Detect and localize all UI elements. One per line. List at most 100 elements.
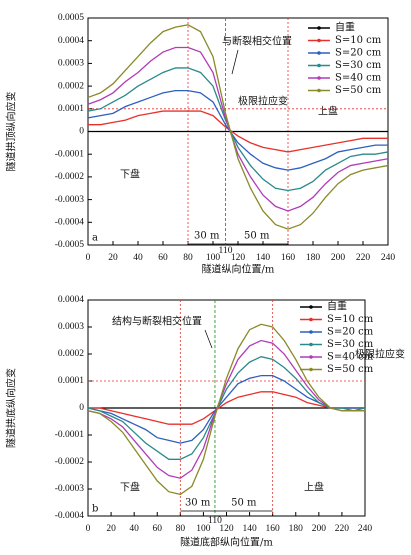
x-tick-label: 220 (356, 253, 371, 263)
x-tick-label: 0 (86, 524, 91, 534)
legend-marker (317, 88, 321, 93)
series-line (87, 46, 389, 212)
series-line (87, 89, 388, 171)
y-tick-label: -0.0004 (55, 217, 85, 227)
legend-marker (317, 63, 321, 68)
x-tick-label: 160 (266, 524, 281, 534)
x-tick-label: 20 (106, 524, 116, 534)
y-tick-label: -0.0003 (55, 195, 85, 205)
series-line (87, 67, 389, 192)
legend-label: S=20 cm (335, 48, 382, 59)
x-tick-label: 120 (231, 253, 246, 263)
legend-label: S=20 cm (327, 327, 374, 338)
annotation: 极限拉应变 (355, 348, 405, 361)
legend-label: 自重 (327, 300, 347, 313)
series-line (87, 323, 365, 496)
legend-label: S=40 cm (335, 73, 382, 84)
annotation: 极限拉应变 (238, 95, 288, 108)
annotation: 上盘 (318, 105, 338, 118)
y-tick-label: -0.0002 (55, 172, 85, 182)
x-axis-label: 隧道纵向位置/m (202, 263, 275, 276)
x-tick-label: 60 (153, 524, 163, 534)
legend-marker (309, 305, 313, 309)
annotation: 下盘 (120, 168, 140, 181)
x-tick-label: 180 (306, 253, 321, 263)
x-tick-label: 200 (312, 524, 327, 534)
legend-marker (317, 38, 321, 43)
y-tick-label: 0.0005 (58, 13, 84, 23)
legend-marker (317, 51, 321, 55)
legend-label: S=10 cm (335, 35, 382, 46)
x-tick-label: 60 (158, 253, 168, 263)
span-label: 50 m (244, 231, 270, 242)
x-tick-label: 0 (86, 253, 91, 263)
x-tick-label: 80 (176, 524, 186, 534)
y-tick-label: 0.0001 (58, 104, 84, 114)
x-tick-label: 120 (219, 524, 234, 534)
legend-marker (309, 367, 313, 372)
x-tick-label: 220 (335, 524, 350, 534)
legend-marker (317, 26, 321, 30)
y-axis-label: 隧道拱顶纵向应变 (5, 92, 18, 172)
fault-label: 110 (219, 246, 233, 256)
x-tick-label: 20 (108, 253, 118, 263)
y-tick-label: 0.0003 (58, 322, 84, 332)
x-tick-label: 100 (206, 253, 221, 263)
legend-label: S=30 cm (335, 60, 382, 71)
span-label: 50 m (231, 498, 257, 509)
legend-marker (309, 330, 313, 334)
series-line (87, 339, 365, 479)
panel-label: a (92, 233, 98, 244)
legend-label: S=40 cm (327, 352, 374, 363)
y-tick-label: 0.0004 (58, 295, 84, 305)
legend-label: S=10 cm (327, 314, 374, 325)
legend-marker (309, 317, 313, 322)
x-tick-label: 40 (129, 524, 139, 534)
y-tick-label: -0.0003 (55, 484, 85, 494)
annotation: 上盘 (304, 481, 324, 494)
legend-label: S=30 cm (327, 339, 374, 350)
y-tick-label: 0 (79, 127, 84, 137)
x-tick-label: 140 (242, 524, 257, 534)
x-tick-label: 160 (281, 253, 296, 263)
span-label: 30 m (194, 231, 220, 242)
legend-label: S=50 cm (335, 85, 382, 96)
legend-marker (309, 342, 313, 347)
x-tick-label: 40 (133, 253, 143, 263)
x-tick-label: 140 (256, 253, 271, 263)
annotation: 下盘 (120, 481, 140, 494)
series-line (87, 374, 365, 444)
y-tick-label: 0.0004 (58, 36, 84, 46)
y-tick-label: -0.0005 (55, 240, 85, 250)
x-tick-label: 240 (358, 524, 373, 534)
x-axis-label: 隧道底部纵向位置/m (180, 536, 273, 549)
x-tick-label: 80 (183, 253, 193, 263)
fault-label: 110 (208, 516, 222, 526)
annotation-arrow (231, 49, 239, 75)
series-line (88, 391, 365, 425)
series-line (87, 24, 389, 230)
x-tick-label: 240 (381, 253, 396, 263)
legend-marker (317, 76, 321, 80)
chart-panel: 0.0004 0.0003 0.0002 0.0001 0 -0.0001 -0.0002 -… (5, 295, 406, 548)
annotation-arrow (204, 329, 213, 349)
y-tick-label: 0 (79, 403, 84, 413)
legend-label: 自重 (335, 21, 355, 34)
series-line (88, 110, 388, 153)
y-tick-label: -0.0001 (55, 149, 85, 159)
y-tick-label: -0.0001 (55, 430, 85, 440)
y-tick-label: -0.0002 (55, 457, 85, 467)
series-line (87, 356, 366, 460)
legend-marker (309, 355, 313, 359)
chart-panel: 0.0005 0.0004 0.0003 0.0002 0.0001 0 -0.0001 -0… (5, 13, 396, 275)
x-tick-label: 200 (331, 253, 346, 263)
y-tick-label: 0.0001 (58, 376, 84, 386)
y-tick-label: 0.0002 (58, 81, 84, 91)
annotation: 与断裂相交位置 (222, 35, 292, 48)
y-axis-label: 隧道拱底纵向应变 (5, 368, 18, 448)
annotation: 结构与断裂相交位置 (112, 315, 202, 328)
y-tick-label: -0.0004 (55, 511, 85, 521)
x-tick-label: 180 (289, 524, 304, 534)
x-tick-label: 100 (196, 524, 211, 534)
